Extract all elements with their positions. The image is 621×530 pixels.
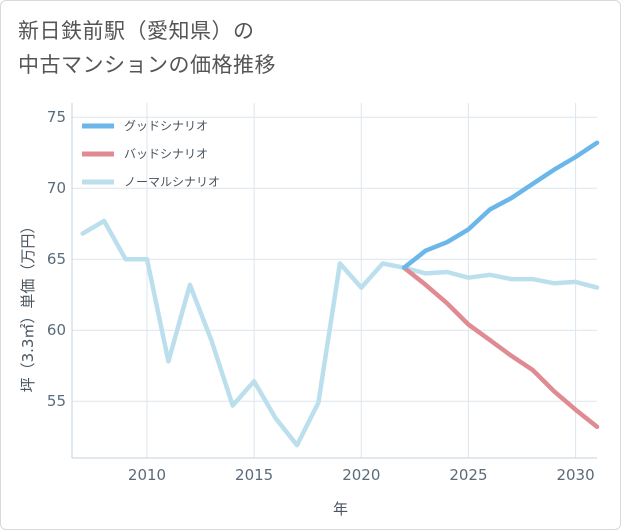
legend-label: ノーマルシナリオ <box>124 175 220 189</box>
y-tick-label: 60 <box>47 321 66 339</box>
chart-title-line-1: 新日鉄前駅（愛知県）の <box>18 19 255 43</box>
x-tick-label: 2030 <box>556 466 594 484</box>
y-tick-label: 65 <box>47 250 66 268</box>
series-line-2 <box>80 218 600 448</box>
y-tick-label: 75 <box>47 108 66 126</box>
chart-title: 新日鉄前駅（愛知県）の 中古マンションの価格推移 <box>18 14 276 82</box>
series-line-0 <box>401 140 600 270</box>
series-lines <box>80 140 600 448</box>
y-tick-label: 55 <box>47 392 66 410</box>
axes <box>71 103 597 459</box>
y-axis-title: 坪（3.3㎡）単価（万円） <box>19 219 37 393</box>
legend-label: グッドシナリオ <box>124 119 208 133</box>
chart-title-line-2: 中古マンションの価格推移 <box>18 53 276 77</box>
x-tick-label: 2020 <box>342 466 380 484</box>
x-tick-label: 2010 <box>128 466 166 484</box>
x-tick-label: 2015 <box>235 466 273 484</box>
series-line-1 <box>401 265 600 430</box>
y-tick-label: 70 <box>47 179 66 197</box>
legend-label: バッドシナリオ <box>124 147 208 161</box>
axis-labels: 2010 2015 2020 2025 2030 55 60 65 70 75 年 坪（3.3㎡）単価… <box>19 108 595 518</box>
x-axis-title: 年 <box>333 500 348 518</box>
x-tick-label: 2025 <box>449 466 487 484</box>
